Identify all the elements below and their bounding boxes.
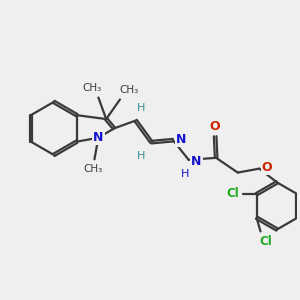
Text: O: O [262,161,272,174]
Text: N: N [176,133,186,146]
Text: N: N [93,131,103,144]
Text: CH₃: CH₃ [119,85,138,94]
Text: H: H [181,169,189,178]
Text: H: H [137,103,146,113]
Text: N: N [191,155,202,168]
Text: O: O [210,120,220,133]
Text: CH₃: CH₃ [83,83,102,93]
Text: Cl: Cl [227,187,239,200]
Text: CH₃: CH₃ [84,164,103,174]
Text: H: H [137,151,146,161]
Text: Cl: Cl [259,235,272,248]
